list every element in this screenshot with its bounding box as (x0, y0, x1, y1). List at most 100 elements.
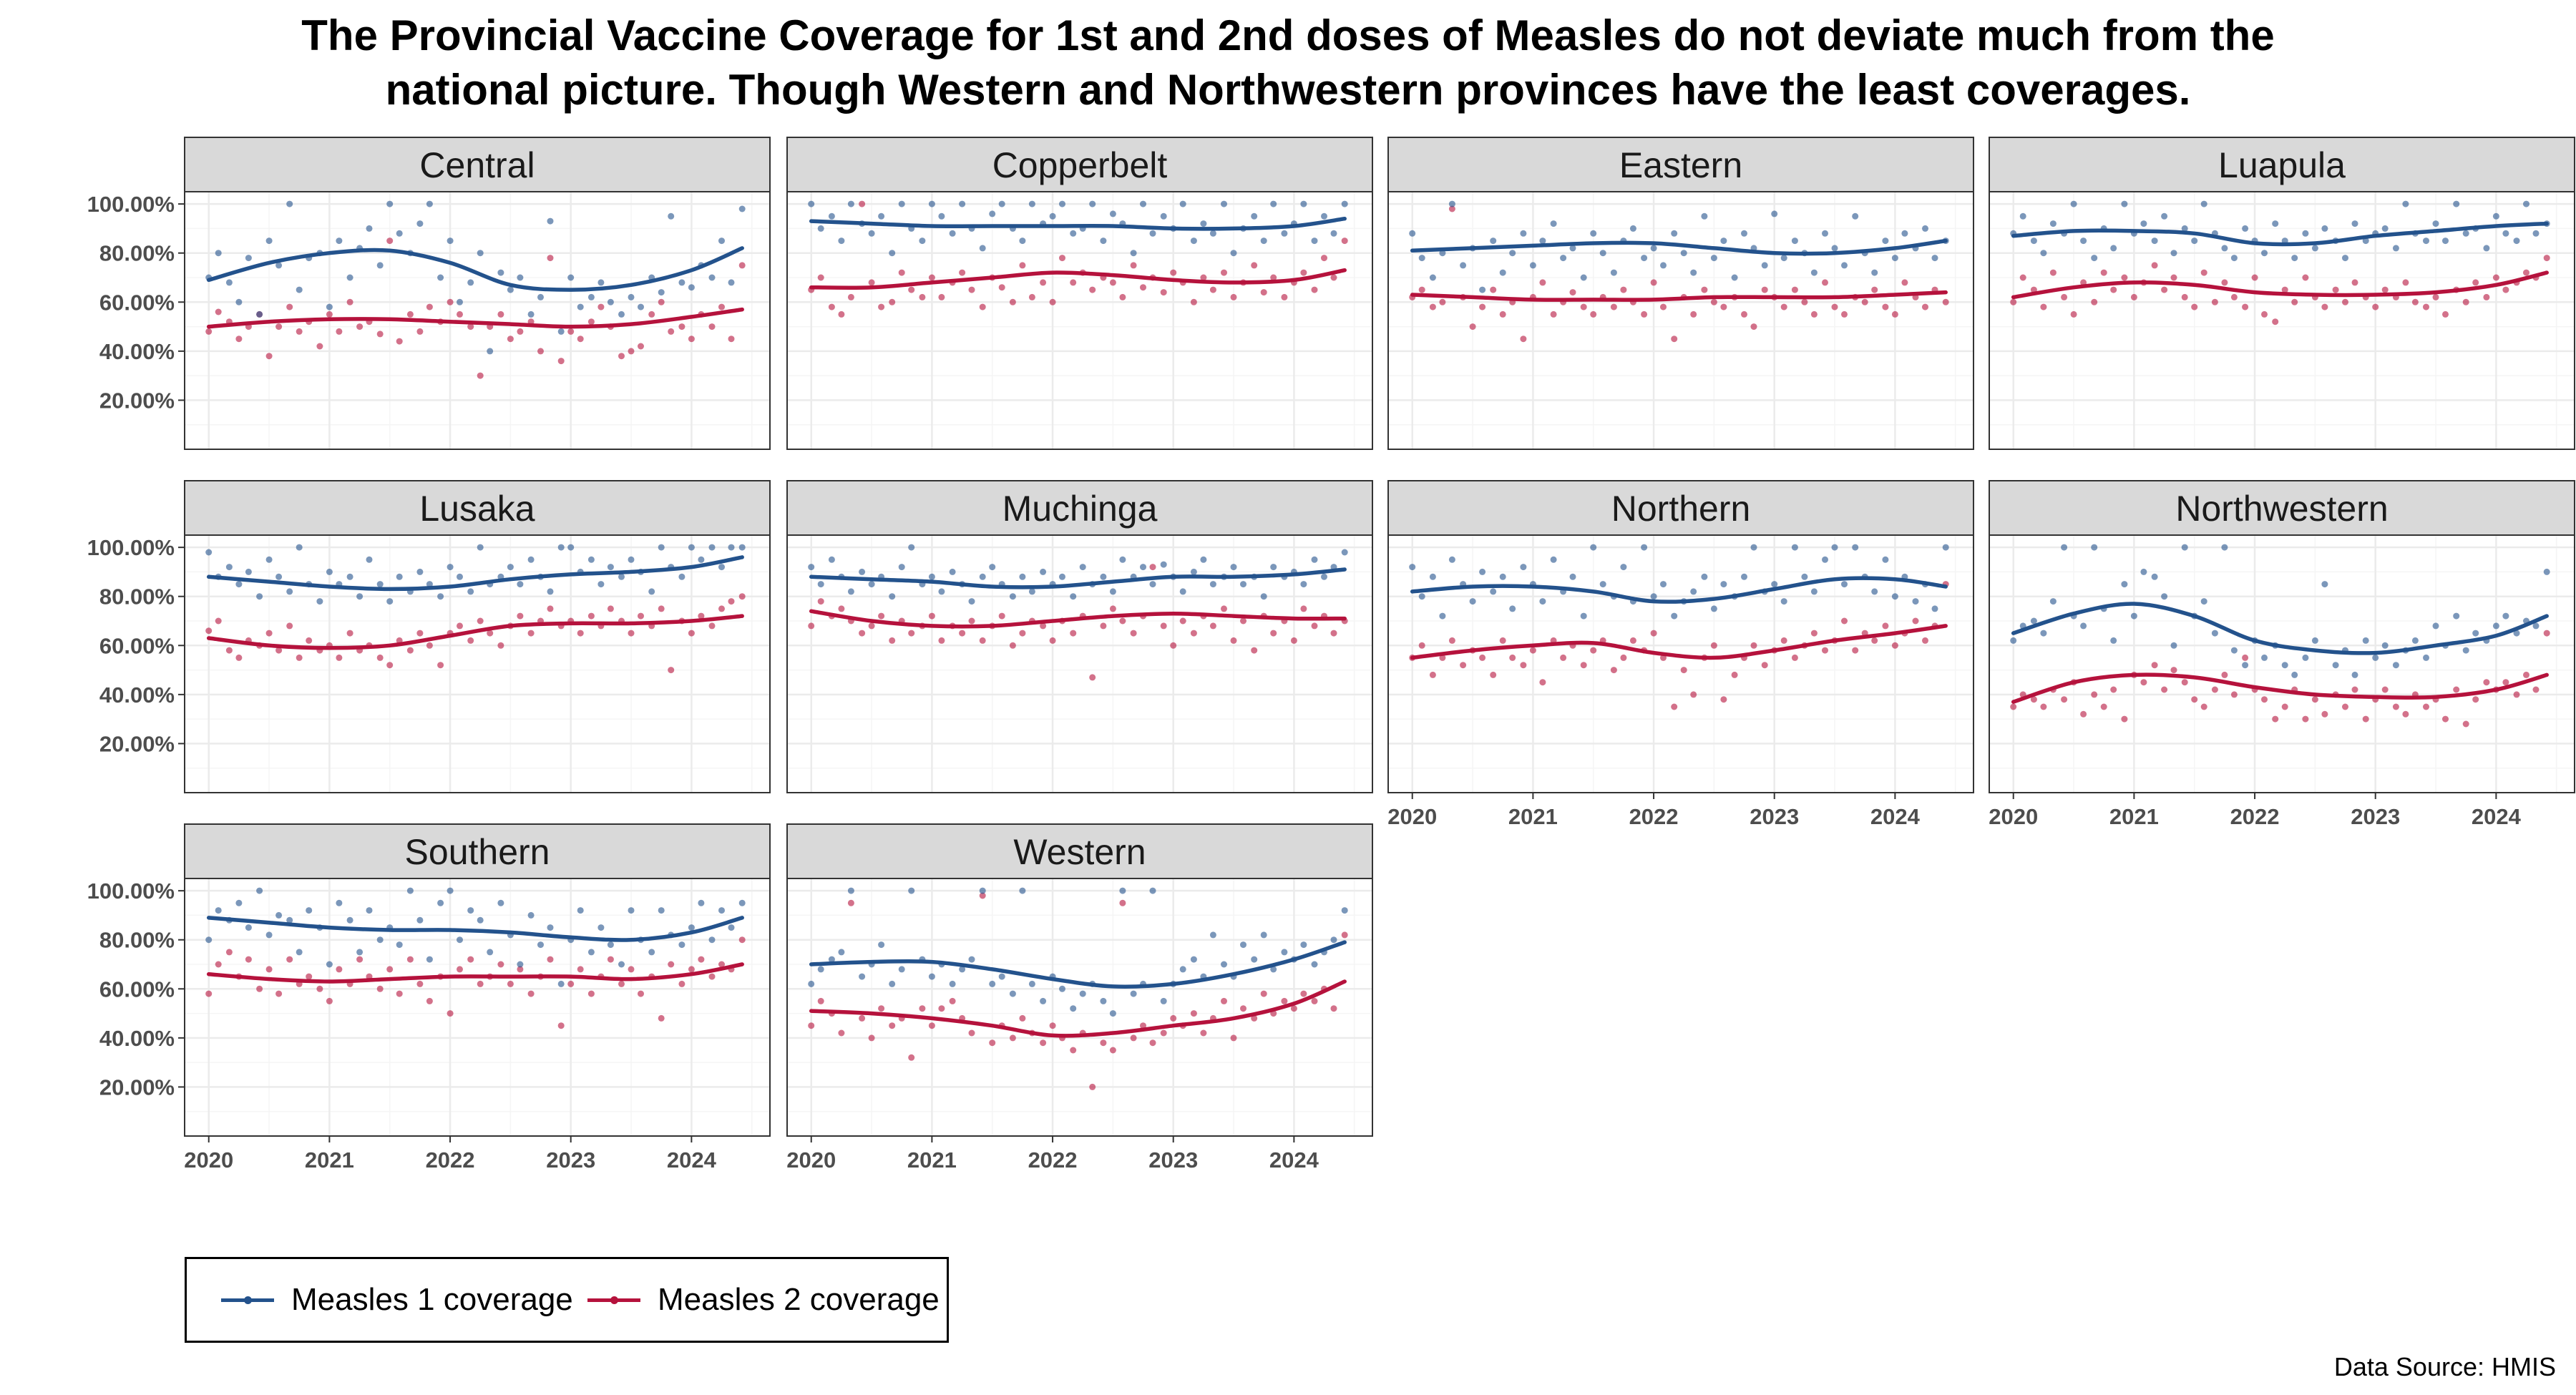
point-measles1-northwestern-14 (2151, 573, 2158, 580)
point-measles1-central-39 (597, 279, 605, 286)
point-measles1-lusaka-47 (678, 573, 686, 580)
point-measles1-northern-9 (1499, 573, 1506, 580)
point-measles2-muchinga-46 (1270, 630, 1277, 637)
point-measles2-northwestern-46 (2472, 696, 2479, 703)
point-measles2-southern-21 (416, 980, 424, 987)
point-measles2-central-42 (628, 348, 635, 355)
point-measles1-lusaka-50 (708, 544, 716, 551)
point-measles2-luapula-22 (2230, 293, 2238, 300)
point-measles1-western-10 (908, 887, 915, 894)
point-measles2-northwestern-13 (2140, 679, 2147, 686)
point-measles1-muchinga-1 (817, 581, 824, 588)
point-measles2-eastern-2 (1429, 303, 1436, 310)
smooth-line-measles2-western (809, 979, 1347, 1038)
point-measles2-western-0 (808, 1022, 815, 1029)
point-measles1-northwestern-22 (2230, 647, 2238, 654)
point-measles2-copperbelt-23 (1040, 279, 1047, 286)
point-measles1-lusaka-19 (396, 573, 403, 580)
point-measles2-lusaka-2 (225, 647, 233, 654)
point-measles1-copperbelt-50 (1311, 238, 1318, 245)
point-measles2-southern-31 (517, 966, 524, 973)
point-measles1-northwestern-48 (2492, 622, 2499, 630)
point-measles1-lusaka-45 (658, 544, 665, 551)
point-measles1-eastern-0 (1409, 230, 1416, 237)
point-measles2-northern-35 (1761, 662, 1768, 669)
point-measles2-western-48 (1290, 1005, 1297, 1012)
smooth-line-measles2-copperbelt (809, 268, 1347, 290)
point-measles1-muchinga-37 (1179, 588, 1186, 595)
point-measles1-copperbelt-35 (1160, 212, 1167, 220)
point-measles1-central-26 (467, 279, 474, 286)
point-measles2-luapula-25 (2261, 310, 2268, 318)
point-measles2-northwestern-25 (2261, 696, 2268, 703)
point-measles2-luapula-29 (2302, 274, 2309, 281)
smooth-line-measles1-luapula (2011, 221, 2549, 247)
point-measles2-muchinga-31 (1119, 617, 1126, 625)
point-measles2-central-31 (517, 328, 524, 335)
point-measles1-northern-52 (1931, 605, 1938, 612)
point-measles1-western-25 (1059, 985, 1065, 992)
point-measles2-western-33 (1140, 1022, 1146, 1029)
point-measles1-central-45 (658, 289, 665, 296)
point-measles2-southern-22 (426, 997, 433, 1004)
point-measles1-muchinga-14 (949, 568, 956, 575)
point-measles2-copperbelt-49 (1300, 269, 1307, 276)
point-measles2-copperbelt-32 (1130, 262, 1137, 269)
point-measles1-northern-50 (1912, 598, 1919, 605)
point-measles1-muchinga-16 (968, 598, 975, 605)
x-tick-label-northern-2023: 2023 (1750, 804, 1799, 829)
point-measles2-copperbelt-5 (859, 200, 866, 207)
point-measles1-southern-16 (366, 907, 373, 914)
point-measles1-central-42 (628, 293, 635, 300)
point-measles1-northern-47 (1882, 556, 1889, 563)
point-measles2-northern-10 (1509, 654, 1516, 661)
point-measles1-northwestern-25 (2261, 654, 2268, 661)
point-measles1-northern-43 (1841, 581, 1848, 588)
point-measles1-lusaka-30 (507, 564, 514, 571)
point-measles2-lusaka-32 (527, 630, 535, 637)
point-measles1-eastern-11 (1520, 230, 1527, 237)
point-measles1-northern-28 (1690, 588, 1697, 595)
point-measles2-lusaka-20 (406, 647, 414, 654)
point-measles2-copperbelt-6 (868, 279, 875, 286)
point-measles1-eastern-2 (1429, 274, 1436, 281)
point-measles1-copperbelt-19 (998, 200, 1005, 207)
point-measles1-southern-29 (497, 899, 504, 906)
point-measles2-luapula-51 (2523, 269, 2529, 276)
point-measles1-southern-4 (245, 924, 252, 931)
point-measles2-luapula-1 (2019, 274, 2026, 281)
point-measles2-northwestern-35 (2362, 715, 2369, 723)
point-measles1-copperbelt-29 (1100, 238, 1107, 245)
point-measles1-central-41 (618, 310, 625, 318)
smooth-line-measles2-eastern (1410, 290, 1948, 302)
point-measles2-southern-27 (477, 980, 484, 987)
point-measles1-northwestern-13 (2140, 568, 2147, 575)
x-tick-label-southern-2024: 2024 (667, 1147, 717, 1173)
strip-label-northwestern: Northwestern (2175, 489, 2388, 529)
point-measles1-central-9 (296, 286, 303, 293)
point-measles2-copperbelt-33 (1140, 284, 1146, 291)
point-measles2-northern-34 (1750, 642, 1757, 649)
point-measles2-northwestern-10 (2110, 686, 2117, 693)
point-measles2-muchinga-3 (838, 605, 845, 612)
point-measles2-northern-41 (1822, 647, 1828, 654)
point-measles1-southern-19 (396, 941, 403, 949)
point-measles1-lusaka-39 (597, 581, 605, 588)
point-measles1-northwestern-53 (2543, 568, 2550, 575)
point-measles2-luapula-33 (2342, 298, 2348, 305)
point-measles2-copperbelt-47 (1281, 293, 1288, 300)
point-measles1-lusaka-27 (477, 544, 484, 551)
point-measles2-luapula-19 (2200, 269, 2207, 276)
point-measles1-copperbelt-18 (989, 210, 996, 217)
point-measles2-northern-17 (1580, 662, 1587, 669)
scatter-measles2-luapula (2010, 255, 2550, 326)
point-measles1-northern-2 (1429, 573, 1436, 580)
point-measles2-copperbelt-2 (828, 303, 835, 310)
point-measles2-southern-20 (406, 956, 414, 963)
point-measles2-central-6 (265, 353, 273, 360)
point-measles2-luapula-15 (2161, 286, 2168, 293)
point-measles2-central-46 (668, 328, 675, 335)
point-measles1-lusaka-26 (467, 588, 474, 595)
point-measles1-eastern-35 (1761, 262, 1768, 269)
point-measles1-muchinga-31 (1119, 556, 1126, 563)
